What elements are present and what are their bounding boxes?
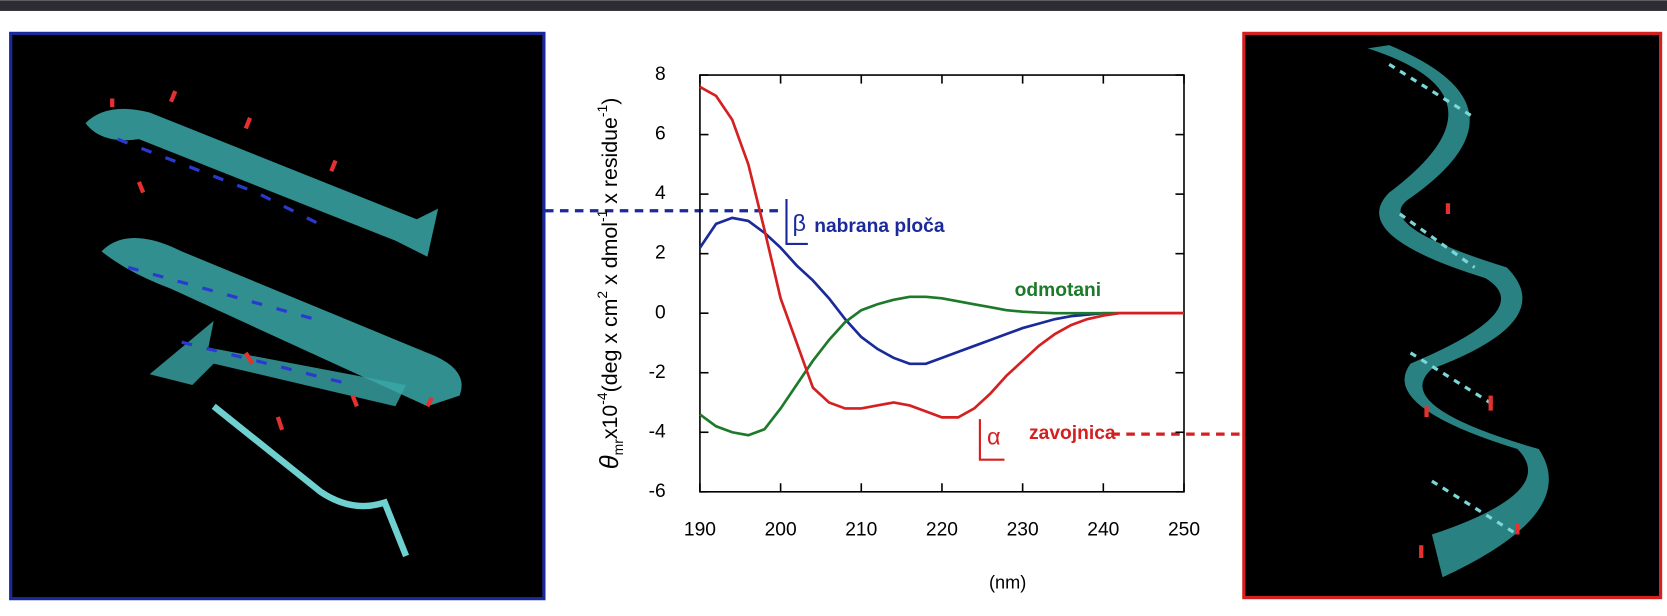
x-tick-label: 190 xyxy=(684,519,716,540)
y-axis-label: θmrx10-4(deg x cm2 x dmol-1 x residue-1) xyxy=(594,98,626,470)
top-bar xyxy=(0,0,1667,11)
y-tick-label: 8 xyxy=(655,64,666,85)
x-tick-label: 250 xyxy=(1168,519,1200,540)
y-axis-label-part: -4 xyxy=(594,392,610,405)
y-tick-label: -6 xyxy=(649,481,666,502)
x-tick-label: 220 xyxy=(926,519,958,540)
beta-sheet-image xyxy=(9,31,546,601)
series-label: zavojnica xyxy=(1029,423,1116,444)
y-axis-label-part: (deg x cm xyxy=(598,299,622,393)
y-axis-label-part: -1 xyxy=(594,104,610,117)
y-tick-label: 4 xyxy=(655,183,666,204)
x-tick-label: 200 xyxy=(765,519,797,540)
y-tick-label: -2 xyxy=(649,362,666,383)
y-axis-label-part: θ xyxy=(596,455,624,469)
series-label: odmotani xyxy=(1015,280,1101,301)
y-tick-label: -4 xyxy=(649,421,666,442)
x-tick-label: 230 xyxy=(1007,519,1039,540)
y-axis-label-part: -1 xyxy=(594,209,610,222)
y-tick-label: 2 xyxy=(655,243,666,264)
series-line xyxy=(699,295,1184,437)
alpha-helix-image xyxy=(1242,31,1663,600)
series-symbol: β xyxy=(793,210,807,236)
y-axis-label-part: 2 xyxy=(594,291,610,299)
y-axis-label-part: x10 xyxy=(598,405,622,440)
series-symbol: α xyxy=(987,424,1001,450)
series-line xyxy=(699,85,1184,419)
y-tick-label: 6 xyxy=(655,124,666,145)
alpha-bracket xyxy=(978,419,1005,461)
y-tick-label: 0 xyxy=(655,302,666,323)
y-axis-label-part: x dmol xyxy=(598,222,622,291)
x-tick-label: 210 xyxy=(845,519,877,540)
beta-bracket xyxy=(785,199,808,245)
series-label: nabrana ploča xyxy=(814,216,945,237)
x-axis-label: (nm) xyxy=(989,572,1026,592)
y-axis-label-part: ) xyxy=(598,98,622,105)
y-axis-label-part: x residue xyxy=(598,117,622,210)
y-axis-label-part: mr xyxy=(610,439,626,456)
x-tick-label: 240 xyxy=(1087,519,1119,540)
